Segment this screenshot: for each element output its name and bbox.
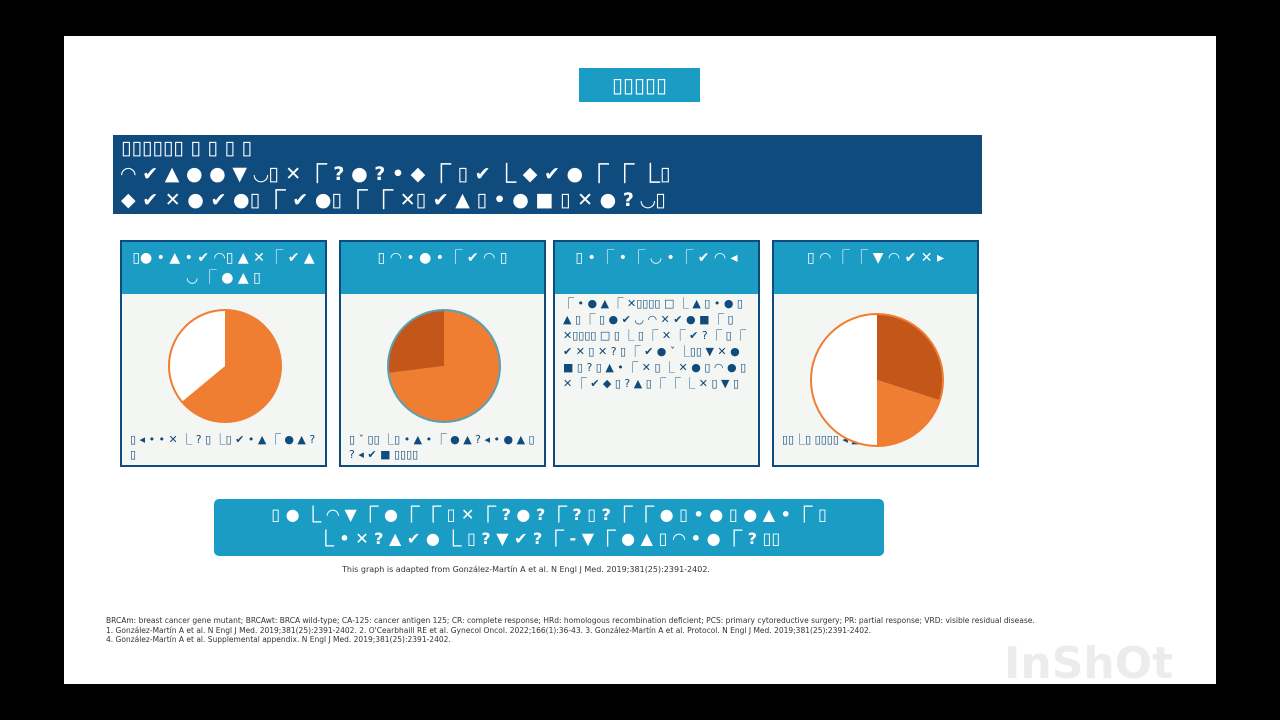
watermark: InShOt: [1004, 638, 1174, 689]
panel-text: ⎾ • ● ▲ ⎾ ✕▯▯▯▯ □ ⎿ ▲ ▯ • ● ▯ ▲ ▯ ⎾ ▯ ● …: [563, 297, 747, 390]
slide: ▯▯▯▯▯ ▯▯▯▯▯▯ ▯ ▯ ▯ ▯ ◠ ✔ ▲ ● ● ▼ ◡▯ ✕ ⎾ …: [64, 36, 1216, 689]
panel-header: ▯ • ⎾ • ⎾ ◡ • ⎾ ✔ ◠ ◂: [555, 242, 758, 294]
banner-line: ▯▯▯▯▯▯ ▯ ▯ ▯ ▯: [121, 137, 253, 159]
banner-line: ◆ ✔ ✕ ● ✔ ●▯ ⎾ ✔ ●▯ ⎾ ⎾ ✕▯ ✔ ▲ ▯ • ● ■ ▯…: [121, 189, 666, 211]
slide-title: ▯▯▯▯▯: [579, 68, 700, 102]
pie-slice: [169, 310, 225, 402]
pie-outline: [810, 313, 944, 447]
panel: ▯● • ▲ • ✔ ◠▯ ▲ ✕ ⎾ ✔ ▲ ◡ ⎾ ● ▲ ▯ ▯ ◂ • •…: [120, 240, 327, 467]
summary-line: ⎿ • ✕ ? ▲ ✔ ● ⎿ ▯ ? ▼ ✔ ? ⎾ - ▼ ⎾ ● ▲ ▯ …: [317, 529, 781, 548]
footnote: 1. González-Martín A et al. N Engl J Med…: [106, 626, 872, 635]
panel-header: ▯● • ▲ • ✔ ◠▯ ▲ ✕ ⎾ ✔ ▲ ◡ ⎾ ● ▲ ▯: [122, 242, 325, 294]
panel-caption: ▯▯⎿▯ ▯▯▯▯ ◂ ▲: [782, 433, 860, 446]
pie-slice: [811, 314, 877, 446]
panel: ▯ ◠ • ● • ⎾ ✔ ◠ ▯ ▯ ˇ ▯▯ ⎿▯ • ▲ • ⎾ ● ▲ ?…: [339, 240, 546, 467]
pie-slice: [877, 380, 940, 446]
banner-line: ◠ ✔ ▲ ● ● ▼ ◡▯ ✕ ⎾ ? ● ? • ◆ ⎾ ▯ ✔ ⎿ ◆ ✔…: [121, 163, 671, 185]
pie-slice: [388, 310, 444, 374]
pie-outline: [387, 309, 501, 423]
panel: ▯ • ⎾ • ⎾ ◡ • ⎾ ✔ ◠ ◂ ⎾ • ● ▲ ⎾ ✕▯▯▯▯ □ ⎿…: [553, 240, 760, 467]
panel: ▯ ◠ ⎾ ⎾ ▼ ◠ ✔ ✕ ▸ ▯▯⎿▯ ▯▯▯▯ ◂ ▲: [772, 240, 979, 467]
pie-slice: [877, 314, 943, 401]
panel-caption: ▯ ˇ ▯▯ ⎿▯ • ▲ • ⎾ ● ▲ ? ◂ • ● ▲ ▯ ? ◂ ✔ …: [349, 433, 535, 461]
pie-chart: [387, 309, 501, 423]
pie-outline: [168, 309, 282, 423]
panel-header: ▯ ◠ ⎾ ⎾ ▼ ◠ ✔ ✕ ▸: [774, 242, 977, 294]
banner: ▯▯▯▯▯▯ ▯ ▯ ▯ ▯ ◠ ✔ ▲ ● ● ▼ ◡▯ ✕ ⎾ ? ● ? …: [113, 135, 982, 214]
summary-box: ▯ ● ⎿ ◠ ▼ ⎾ ● ⎾ ⎾ ▯ ✕ ⎾ ? ● ? ⎾ ? ▯ ? ⎾ …: [214, 499, 884, 556]
pie-slice: [181, 310, 281, 422]
source-note: This graph is adapted from González-Mart…: [342, 565, 710, 574]
footnote: 4. González-Martín A et al. Supplemental…: [106, 635, 451, 644]
pie-chart: [168, 309, 282, 423]
footnote: BRCAm: breast cancer gene mutant; BRCAwt…: [106, 616, 1035, 625]
panel-header: ▯ ◠ • ● • ⎾ ✔ ◠ ▯: [341, 242, 544, 294]
pie-chart: [810, 313, 944, 447]
summary-line: ▯ ● ⎿ ◠ ▼ ⎾ ● ⎾ ⎾ ▯ ✕ ⎾ ? ● ? ⎾ ? ▯ ? ⎾ …: [271, 505, 827, 524]
pie-slice: [388, 310, 500, 422]
panel-caption: ▯ ◂ • • ✕ ⎿ ? ▯ ⎿▯ ✔ • ▲ ⎾ ● ▲ ? ▯: [130, 433, 316, 461]
